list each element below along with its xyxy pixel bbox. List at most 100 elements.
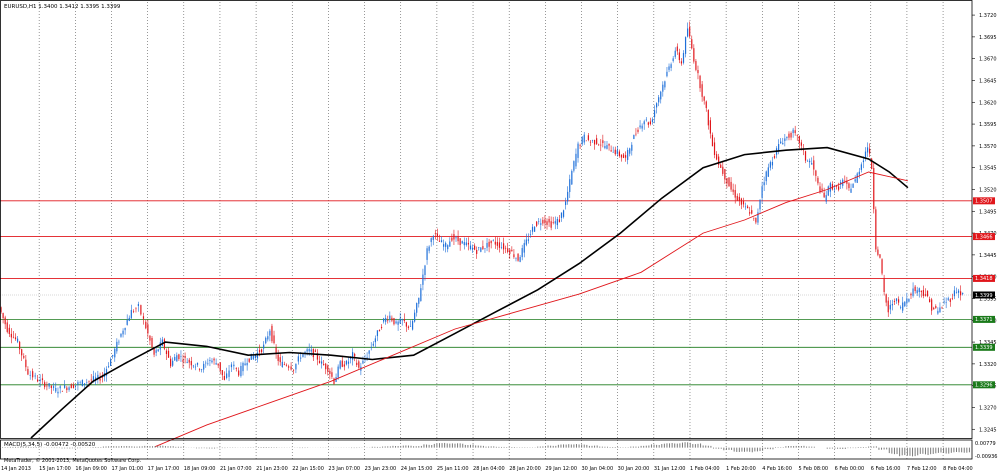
candle-body [736,196,738,201]
candle-body [401,319,403,321]
candle-body [560,212,563,218]
candle-body [513,254,515,258]
candle-body [285,364,288,366]
candle-body [490,240,492,244]
candle-body [722,166,724,174]
time-tick-label: 30 Jan 04:00 [582,466,614,472]
candle-body [438,240,441,242]
candle-body [815,170,817,176]
macd-tick-label: -0.00936 [975,454,997,460]
candle-body [339,361,341,369]
candle-body [757,212,759,223]
candle-body [525,239,527,245]
time-tick-label: 1 Feb 20:00 [726,466,756,472]
candle-body [41,378,44,381]
candle-body [290,366,292,370]
candle-body [37,379,39,382]
candle-body [558,219,561,223]
candle-body [120,333,122,337]
candle-body [790,132,792,138]
candle-body [4,317,6,325]
candle-body [747,206,749,209]
candle-body [596,138,598,144]
candle-body [426,248,428,260]
candle-body [223,376,225,380]
candle-body [569,179,571,193]
candle-body [455,237,457,239]
candle-body [463,242,465,246]
candle-body [844,180,846,182]
time-tick-label: 17 Jan 17:00 [148,466,180,472]
candle-body [469,245,472,250]
level-badge [973,274,995,282]
candle-body [618,151,620,156]
candle-body [649,121,652,125]
candle-body [916,290,918,294]
candle-body [86,382,88,383]
candle-body [639,125,641,128]
candle-body [178,354,180,360]
level-badge-label: 1.3399 [975,293,993,299]
candle-body [544,219,546,224]
candle-body [201,369,203,371]
candle-body [918,288,920,293]
candle-body [726,178,728,184]
candle-body [323,364,325,366]
candle-body [796,135,798,136]
candle-body [593,140,596,145]
candle-body [297,356,299,362]
candle-body [283,364,285,365]
candle-body [507,248,509,252]
candle-body [536,221,538,226]
time-tick-label: 23 Jan 23:00 [365,466,397,472]
candle-body [703,96,705,101]
candle-body [908,299,910,302]
candle-body [542,219,544,224]
candle-body [486,242,488,248]
candle-body [380,326,383,328]
candle-body [194,366,197,368]
candle-body [482,246,484,250]
candle-body [929,299,931,303]
candle-body [904,301,906,307]
candle-body [79,382,81,383]
candle-body [645,119,647,121]
candle-body [358,361,360,368]
price-tick-label: 1.3570 [979,144,997,150]
candle-body [445,242,447,247]
candle-body [213,358,215,361]
candle-body [900,307,902,308]
time-tick-label: 16 Jan 09:00 [75,466,107,472]
candle-body [81,379,83,387]
candle-body [124,327,126,331]
candle-body [443,244,445,247]
candle-body [600,144,602,146]
candle-body [345,360,348,365]
candle-body [606,145,608,149]
time-tick-label: 28 Jan 20:00 [509,466,541,472]
candle-body [664,81,666,88]
candle-body [461,241,463,244]
candle-body [221,370,223,376]
candle-body [562,210,565,217]
candle-body [399,318,401,324]
level-badges: 1.3507 1.3466 1.3418 1.3399 1.3371 1.3339 1.32… [973,197,995,389]
candle-body [955,292,958,293]
candle-body [405,322,407,327]
candle-body [128,317,130,321]
time-tick-label: 6 Feb 00:00 [835,466,865,472]
candle-body [856,173,858,183]
candle-body [680,61,683,64]
candle-body [52,386,55,388]
candle-body [711,134,714,147]
candle-body [629,148,631,154]
candle-body [540,223,542,225]
candle-body [519,257,521,262]
candle-body [509,249,511,254]
candle-body [188,359,190,363]
candle-body [10,333,12,338]
candle-body [751,210,753,214]
macd-title: MACD(5,34,5) -0.00472 -0.00520 [4,442,96,448]
candle-body [589,141,592,143]
